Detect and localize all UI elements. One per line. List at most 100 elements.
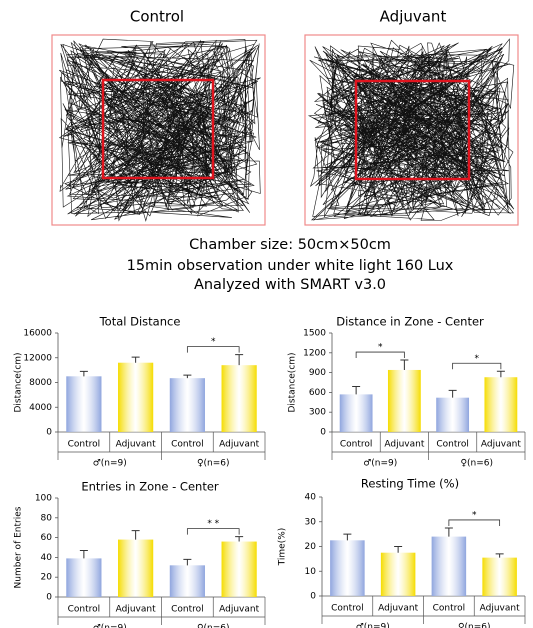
y-tick-label: 0 [310,592,316,602]
bar [381,553,416,596]
y-tick-label: 16000 [23,329,52,339]
error-bar [449,390,457,397]
significance-label: * [378,343,383,353]
group-label: ♂(n=9) [363,459,397,469]
bar [340,394,373,432]
x-tick-label: Control [433,604,466,614]
bar [118,540,153,597]
bar [482,558,517,596]
y-tick-label: 10 [305,567,317,577]
error-bar [343,534,351,540]
y-tick-label: 0 [320,428,326,438]
error-bar [183,375,191,378]
y-tick-label: 1200 [303,348,326,358]
x-tick-label: Control [68,605,101,615]
bar [222,365,257,432]
x-tick-label: Adjuvant [116,605,156,615]
significance-bracket [453,363,501,369]
bar [436,398,469,432]
error-bar [400,360,408,370]
y-axis-label: Distance(cm) [14,352,24,412]
significance-bracket [449,520,500,526]
note: Analyzed with SMART v3.0 [194,277,386,293]
y-tick-label: 0 [46,593,52,603]
y-tick-label: 0 [46,428,52,438]
bar-chart: Distance in Zone - Center Distance(cm) 0 30… [288,315,526,469]
y-tick-label: 600 [309,388,326,398]
significance-bracket [356,352,404,358]
group-label: ♀(n=6) [197,459,230,469]
y-axis-label: Number of Entries [14,506,24,588]
significance-bracket [187,529,239,535]
bar [66,558,101,597]
y-tick-label: 30 [305,517,317,527]
x-tick-label: Adjuvant [116,440,156,450]
y-tick-label: 20 [305,542,317,552]
bar [432,537,467,596]
bar-chart: Total Distance Distance(cm) 0 4000 8000 12000… [14,315,266,469]
significance-label: * [475,354,480,364]
x-tick-label: Control [436,440,469,450]
note: Chamber size: 50cm×50cm [189,237,391,253]
y-tick-label: 8000 [29,378,52,388]
x-tick-label: Adjuvant [481,440,521,450]
y-axis-label: Distance(cm) [288,352,298,412]
bar [222,542,257,597]
significance-bracket [187,347,239,353]
x-tick-label: Adjuvant [219,440,259,450]
x-tick-label: Control [171,605,204,615]
bar [484,377,517,432]
error-bar [132,531,140,540]
significance-label: * * [207,519,219,529]
bar [388,370,421,432]
x-tick-label: Control [331,604,364,614]
x-tick-label: Control [171,440,204,450]
y-tick-label: 300 [309,408,326,418]
group-label: ♀(n=6) [197,624,230,628]
y-tick-label: 60 [41,533,53,543]
bar [118,363,153,432]
significance-label: * [472,510,477,520]
bar [330,540,365,596]
chart-title: Distance in Zone - Center [336,315,484,329]
x-tick-label: Control [340,440,373,450]
chart-title: Entries in Zone - Center [81,480,219,494]
x-tick-label: Adjuvant [219,605,259,615]
x-tick-label: Adjuvant [378,604,418,614]
figure: Control Adjuvant Chamber size: 50cm×50cm… [0,0,533,628]
bar-chart: Entries in Zone - Center Number of Entrie… [14,480,266,628]
error-bar [445,528,453,537]
group-label: ♂(n=9) [93,624,127,628]
bar [170,378,205,432]
error-bar [496,554,504,558]
error-bar [80,550,88,558]
y-tick-label: 40 [41,553,53,563]
group-label: ♂(n=9) [93,459,127,469]
y-tick-label: 100 [35,494,52,504]
error-bar [235,355,243,366]
error-bar [132,357,140,363]
chart-title: Total Distance [99,315,181,329]
x-tick-label: Adjuvant [384,440,424,450]
y-tick-label: 12000 [23,353,52,363]
y-tick-label: 80 [41,513,53,523]
group-label: ♀(n=6) [460,459,493,469]
group-label: ♀(n=6) [458,623,491,628]
x-tick-label: Adjuvant [480,604,520,614]
y-tick-label: 4000 [29,403,52,413]
error-bar [497,371,505,377]
chart-title: Resting Time (%) [361,477,459,491]
y-tick-label: 1500 [303,329,326,339]
group-label: ♂(n=9) [356,623,390,628]
y-tick-label: 20 [41,573,53,583]
bar [66,376,101,432]
y-tick-label: 900 [309,368,326,378]
error-bar [352,386,360,394]
note: 15min observation under white light 160 … [127,258,454,274]
error-bar [183,559,191,565]
bar [170,565,205,597]
error-bar [394,547,402,553]
y-tick-label: 40 [305,493,317,503]
error-bar [80,371,88,376]
